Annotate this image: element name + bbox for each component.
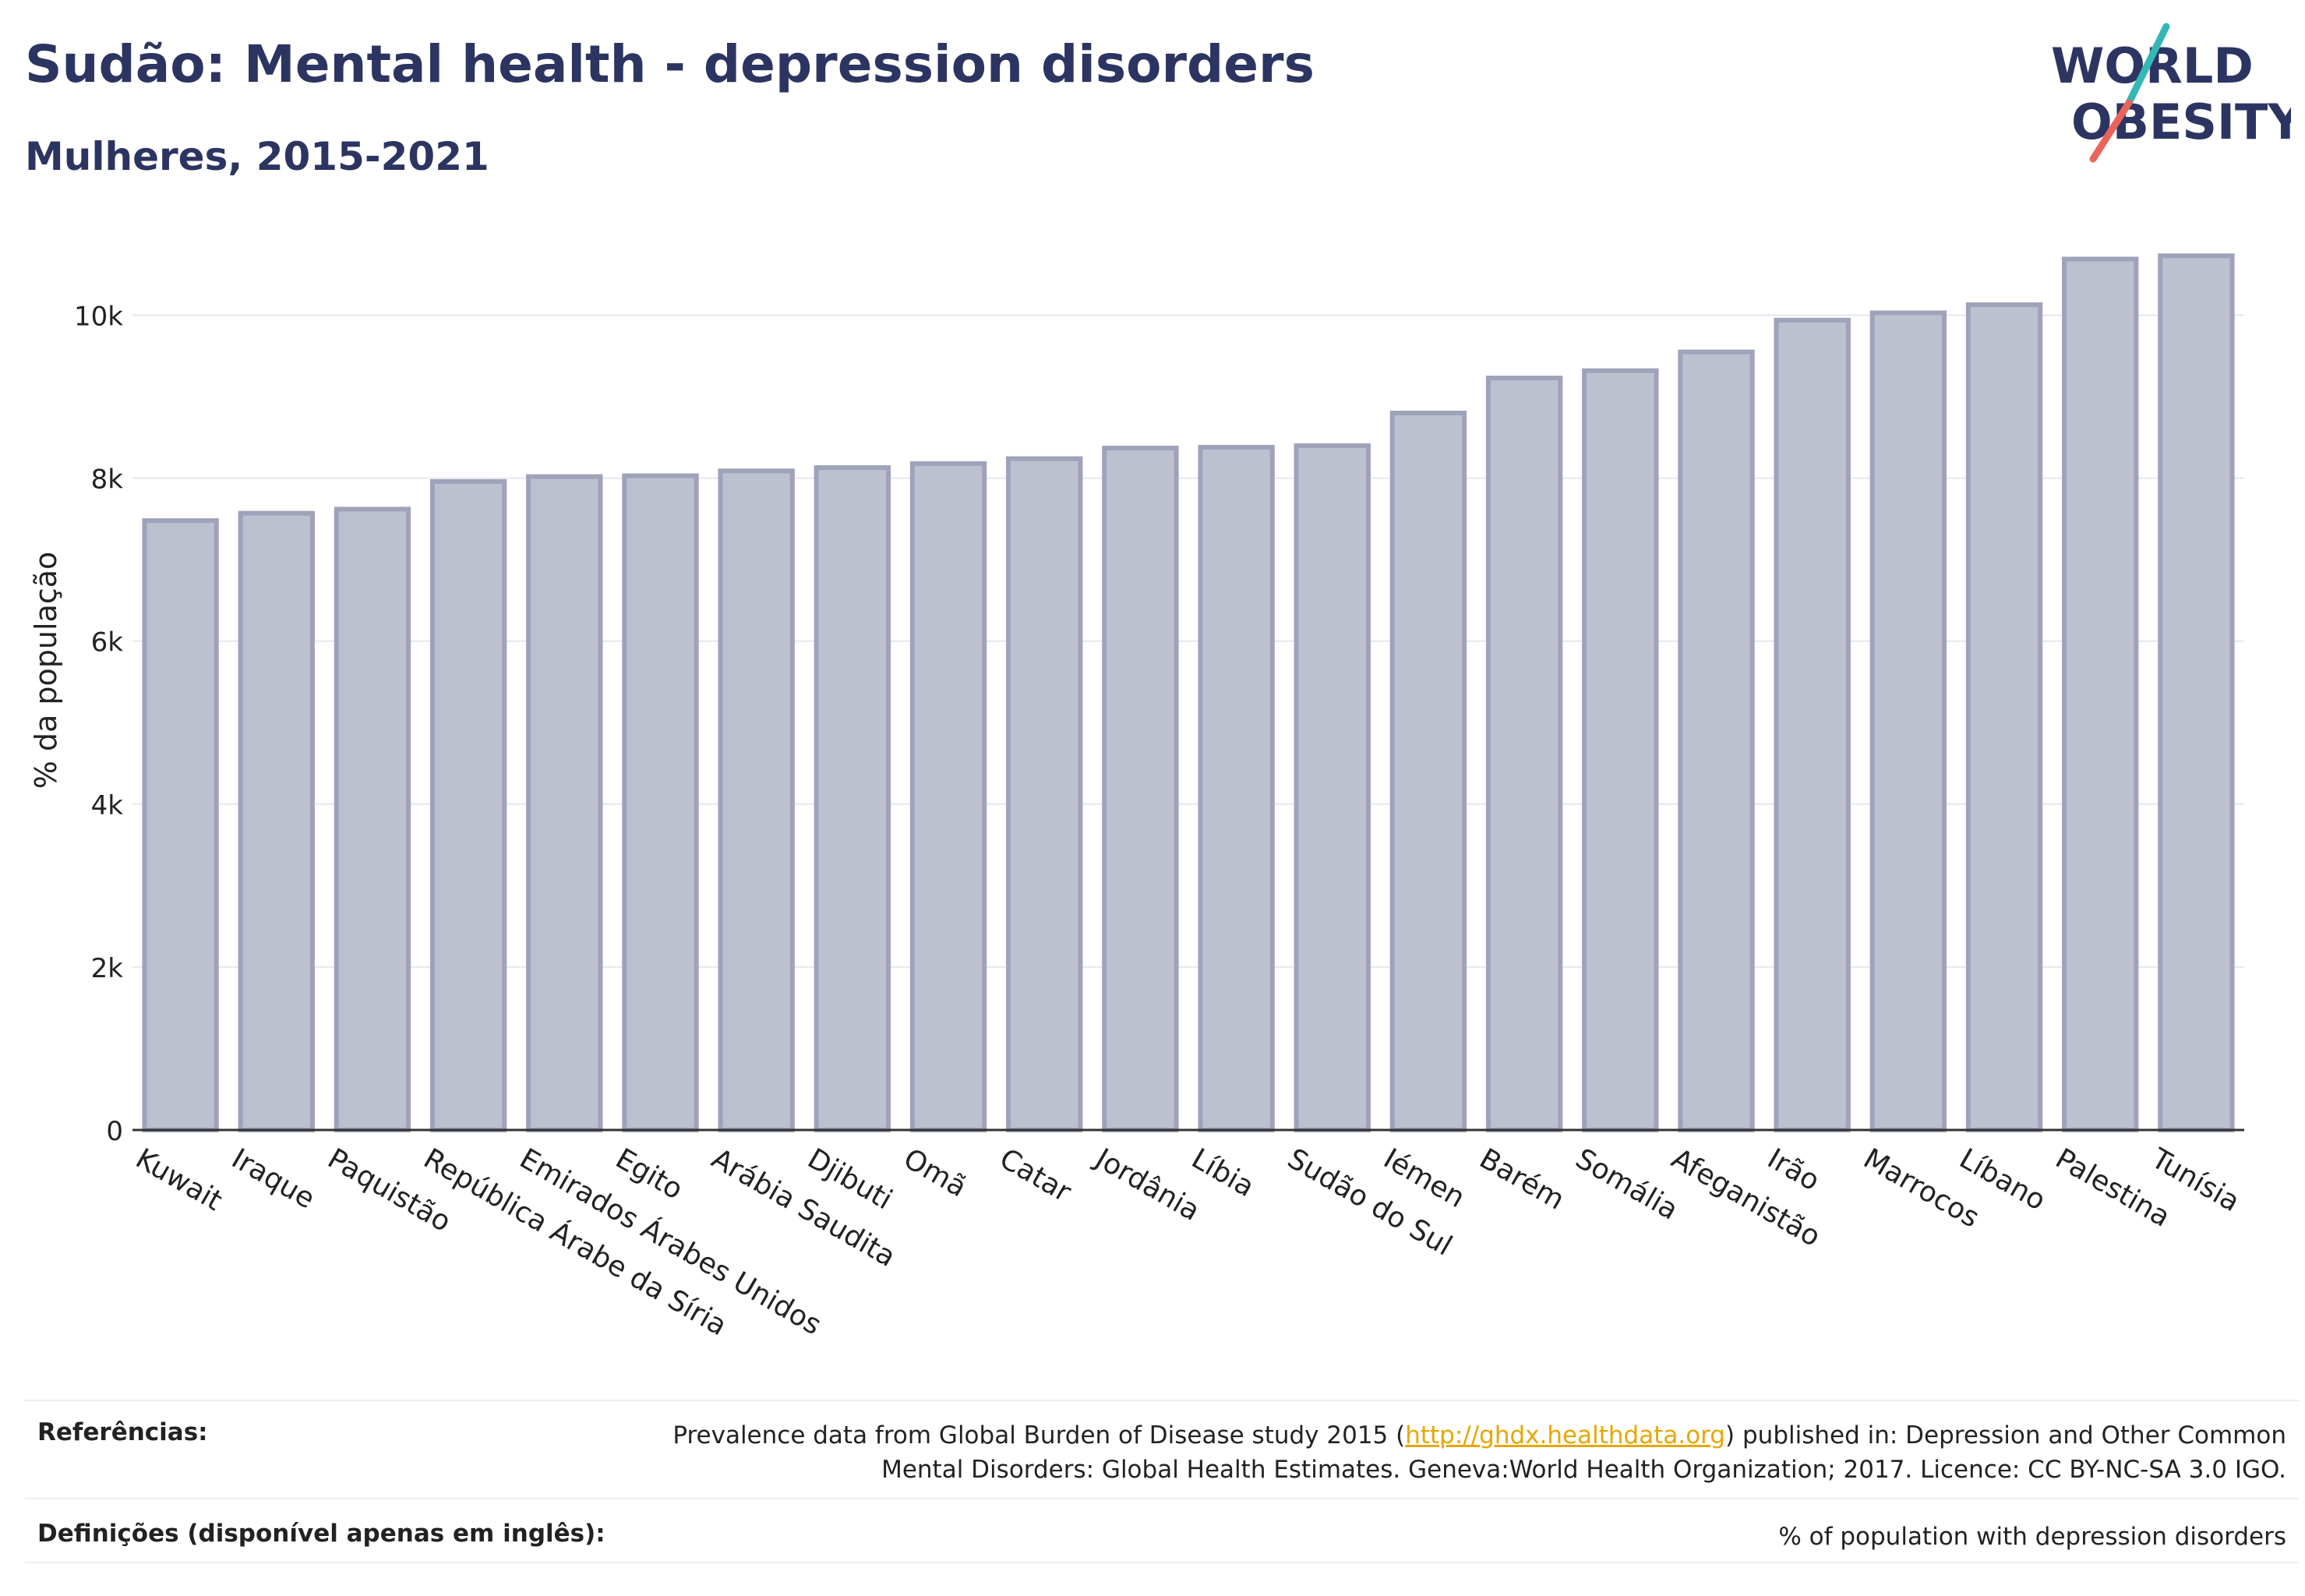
bars: [142, 253, 2235, 1133]
bar: [1102, 445, 1179, 1132]
references-text: Prevalence data from Global Burden of Di…: [672, 1418, 2286, 1487]
bar: [1869, 310, 1947, 1133]
footer-divider-middle: [25, 1498, 2299, 1499]
bar: [1485, 376, 1563, 1132]
definitions-row: Definições (disponível apenas em inglês)…: [25, 1520, 2299, 1559]
bar: [2158, 253, 2235, 1132]
y-tick-label: 8k: [91, 464, 124, 496]
bar: [526, 474, 603, 1132]
references-text-part-1: Prevalence data from Global Burden of Di…: [672, 1421, 1406, 1449]
chart-subtitle: Mulheres, 2015-2021: [25, 134, 489, 179]
chart-title: Sudão: Mental health - depression disord…: [25, 34, 1315, 94]
bar: [238, 510, 315, 1132]
y-tick-label: 10k: [74, 302, 123, 333]
x-tick-label: Kuwait: [130, 1142, 228, 1217]
logo-slash-teal: [2125, 23, 2170, 107]
bar: [814, 465, 891, 1132]
x-tick-label: Iraque: [226, 1142, 319, 1215]
x-tick-label: Sudão do Sul: [1282, 1142, 1457, 1262]
x-tick-label: Barém: [1474, 1142, 1570, 1216]
x-tick-label: Omã: [898, 1142, 972, 1203]
bar: [1198, 444, 1275, 1132]
references-text-part-2: ) published in: Depression and Other Com…: [1725, 1421, 2286, 1449]
bar: [1965, 302, 2043, 1132]
references-line-1: Prevalence data from Global Burden of Di…: [672, 1418, 2286, 1453]
x-tick-label: Jordânia: [1089, 1142, 1205, 1227]
bar: [718, 468, 795, 1132]
bar: [1294, 443, 1371, 1132]
bar: [1389, 411, 1467, 1132]
references-line-2: Mental Disorders: Global Health Estimate…: [881, 1456, 2286, 1484]
bar: [2062, 256, 2139, 1133]
footer-divider-top: [25, 1400, 2299, 1401]
x-tick-label: Somália: [1570, 1142, 1683, 1227]
logo-word-world: WORLD: [2051, 37, 2254, 94]
y-tick-label: 0: [106, 1116, 123, 1147]
bar: [1774, 317, 1851, 1132]
bar: [429, 478, 507, 1132]
bar: [909, 461, 987, 1132]
bar: [1582, 368, 1659, 1132]
bar: [142, 518, 219, 1132]
references-label: Referências:: [37, 1418, 208, 1446]
logo-slash-red: [2089, 99, 2133, 163]
y-tick-label: 4k: [91, 790, 124, 821]
bar: [622, 473, 699, 1132]
x-tick-label: Catar: [994, 1142, 1077, 1209]
y-tick-label: 2k: [91, 953, 124, 984]
y-tick-label: 6k: [91, 627, 124, 659]
bar: [1678, 349, 1755, 1133]
definitions-text: % of population with depression disorder…: [1778, 1523, 2286, 1551]
bar: [334, 507, 411, 1132]
x-tick-label: Irão: [1762, 1142, 1825, 1197]
world-obesity-logo: WORLD OBESITY: [2051, 23, 2291, 163]
references-row: Referências: Prevalence data from Global…: [25, 1418, 2299, 1496]
bar: [1006, 456, 1083, 1132]
footer-divider-bottom: [25, 1562, 2299, 1563]
definitions-label: Definições (disponível apenas em inglês)…: [37, 1520, 605, 1548]
references-link[interactable]: http://ghdx.healthdata.org: [1405, 1421, 1726, 1449]
y-axis-label: % da população: [29, 552, 63, 789]
